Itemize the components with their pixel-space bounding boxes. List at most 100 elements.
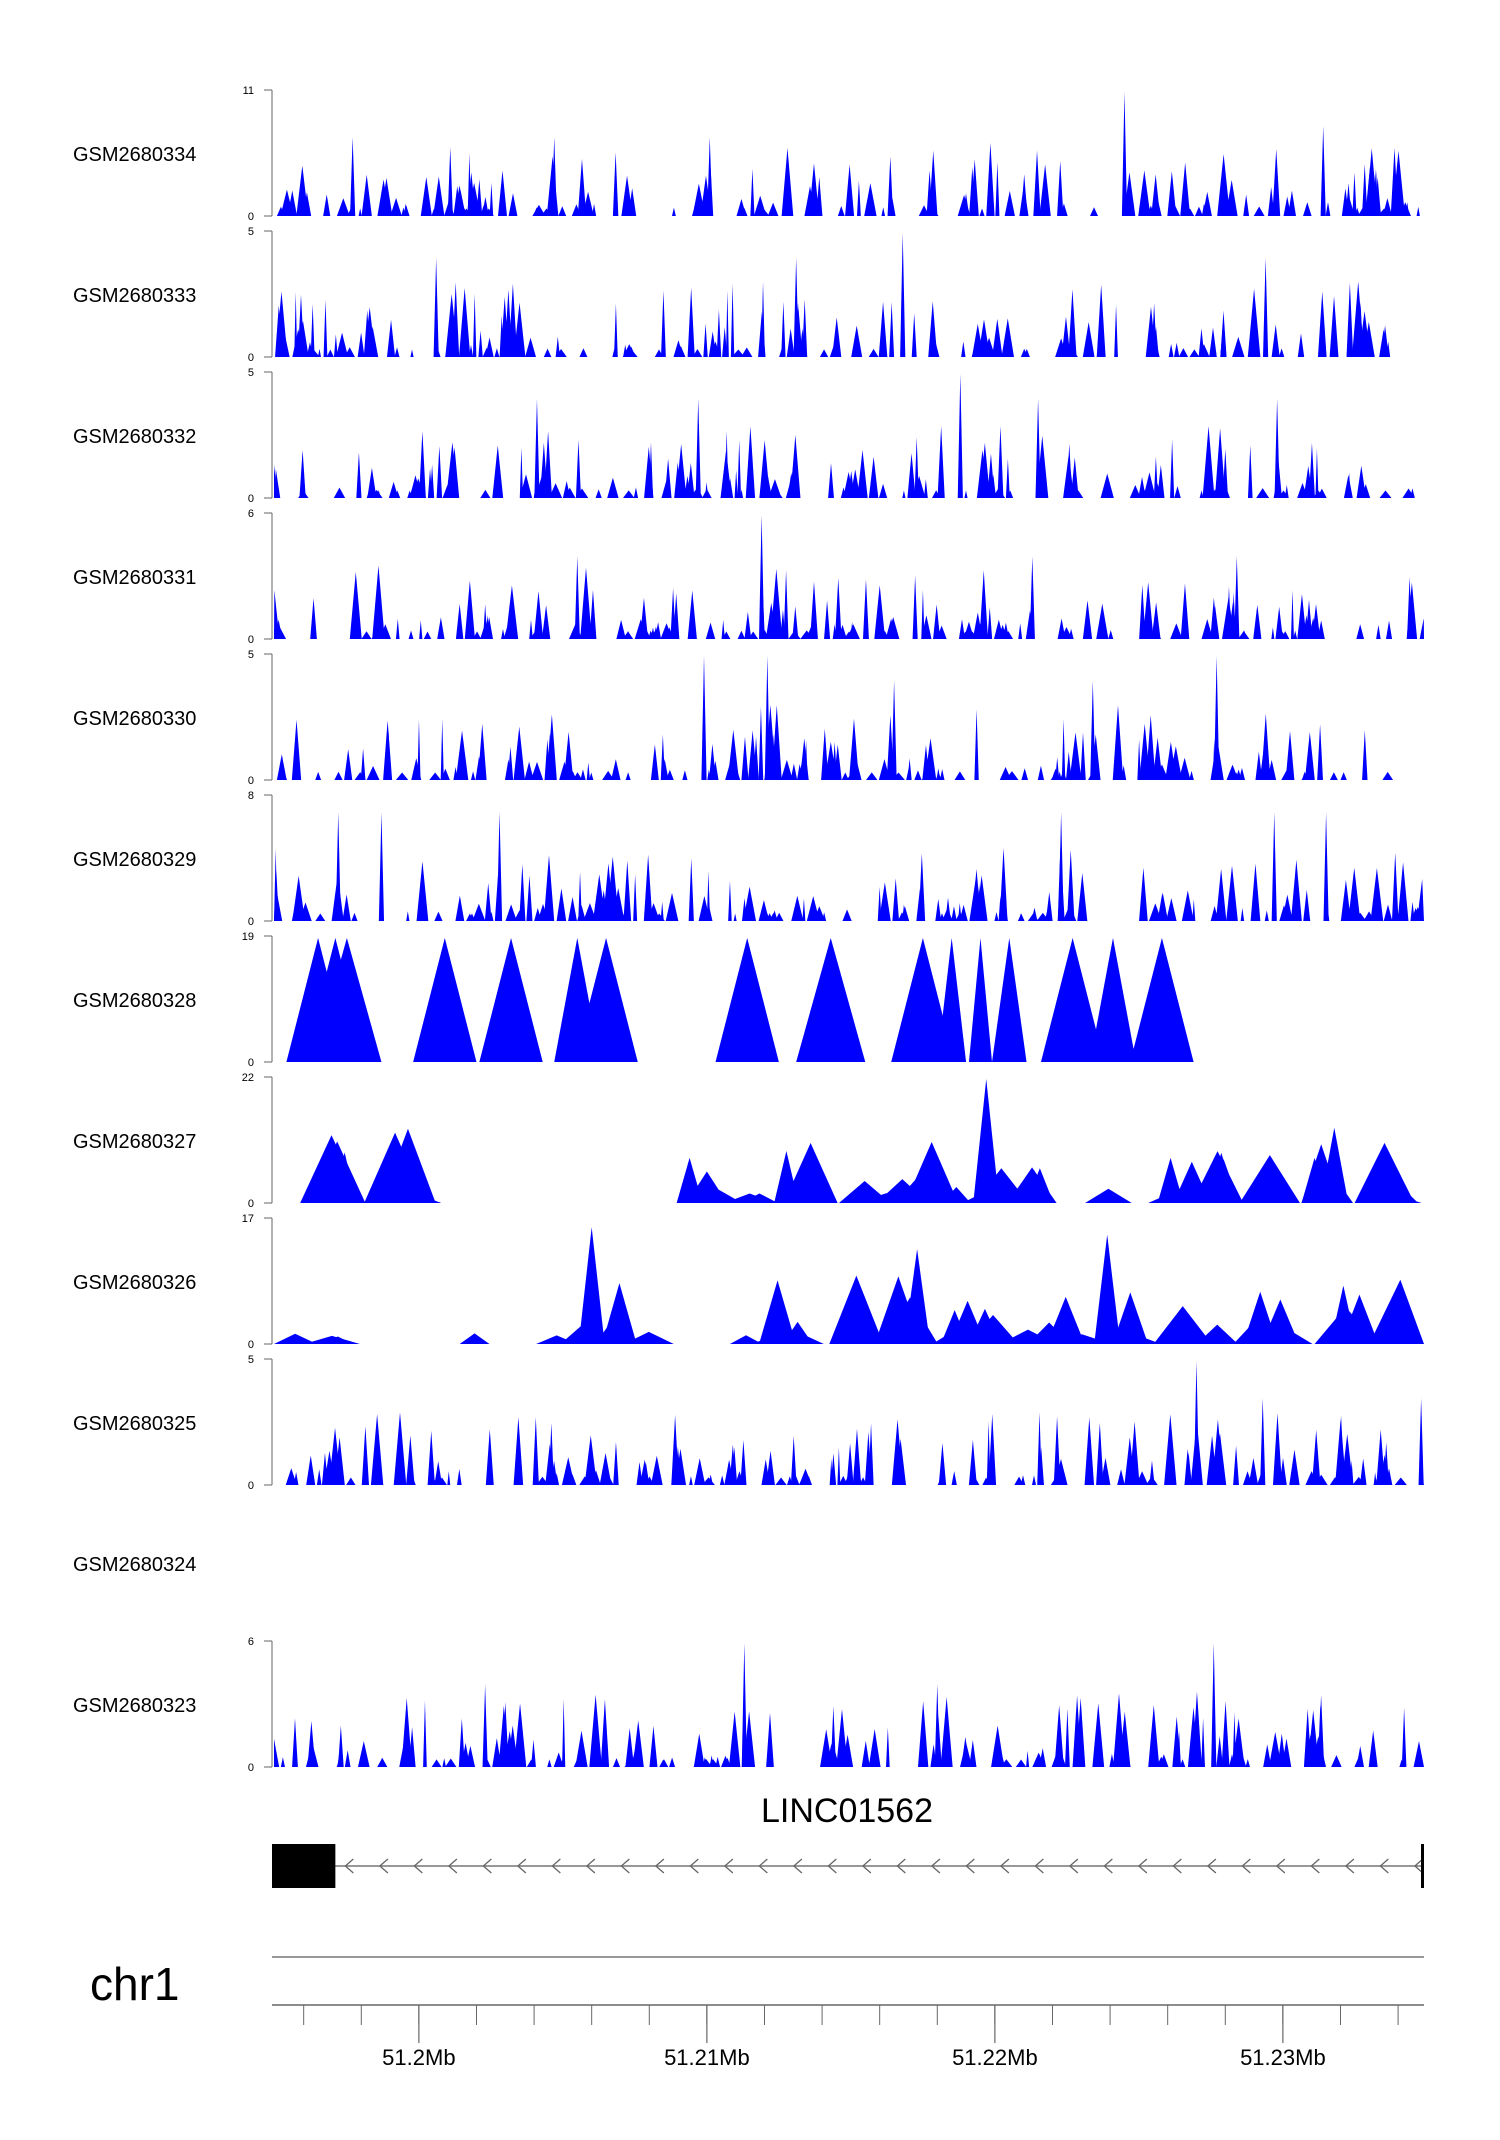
signal-peak	[1243, 1291, 1278, 1344]
signal-peak	[434, 1461, 443, 1485]
signal-peak	[280, 1757, 285, 1767]
signal-peak	[741, 1643, 747, 1767]
signal-peak	[660, 623, 673, 639]
signal-peak	[1330, 1285, 1357, 1344]
y-axis-min-label: 0	[248, 634, 254, 646]
strand-arrow	[378, 1858, 389, 1874]
signal-peak	[757, 208, 770, 216]
signal-peak	[1143, 472, 1156, 498]
signal-peak	[419, 620, 423, 639]
signal-peak	[744, 611, 752, 639]
signal-peak	[1073, 490, 1084, 498]
signal-peak	[366, 484, 376, 498]
signal-peak	[1037, 765, 1045, 780]
track-GSM2680329: GSM2680329 8 0	[73, 790, 1424, 928]
signal-peak	[951, 906, 957, 921]
signal-peak	[1180, 162, 1191, 216]
signal-peak	[344, 1750, 351, 1767]
signal-peak	[1178, 757, 1191, 780]
signal-peak	[1185, 1452, 1192, 1485]
signal-peak	[558, 206, 567, 216]
signal-peak	[868, 1729, 881, 1767]
signal-peak	[799, 738, 809, 780]
signal-peak	[722, 327, 728, 357]
signal-peak	[1211, 1643, 1217, 1767]
strand-arrow	[758, 1858, 768, 1874]
signal-peak	[792, 606, 799, 639]
signal-peak	[1100, 473, 1114, 498]
signal-peak	[900, 233, 906, 357]
signal-peak	[395, 618, 400, 639]
signal-peak	[665, 911, 675, 921]
signal-peak	[316, 1469, 322, 1485]
signal-peak	[1119, 1711, 1131, 1767]
signal-peak	[1382, 771, 1394, 780]
signal-peak	[625, 772, 631, 780]
signal-peak	[861, 1740, 870, 1767]
signal-peak	[1341, 1433, 1354, 1485]
signal-peak	[1060, 203, 1068, 216]
signal-peak	[612, 912, 619, 921]
signal-peak	[805, 1476, 812, 1485]
signal-peak	[703, 323, 708, 357]
signal-peak	[1315, 448, 1319, 498]
signal-peak	[1020, 174, 1028, 216]
signal-peak	[1031, 1475, 1037, 1485]
signal-peak	[350, 137, 356, 216]
signal-peak	[1376, 1429, 1386, 1485]
signal-peak	[275, 305, 283, 357]
signal-peak	[1370, 867, 1384, 921]
signal-peak	[1189, 770, 1194, 780]
signal-peak	[423, 631, 432, 639]
signal-peak	[868, 456, 879, 498]
signal-peak	[519, 864, 526, 921]
signal-peak	[1139, 867, 1148, 921]
signal-peak	[940, 1697, 953, 1767]
signal-peak	[310, 1157, 337, 1203]
strand-arrow	[1103, 1858, 1113, 1874]
signal-peak	[370, 1414, 384, 1485]
signal-peak	[622, 631, 634, 639]
signal-peak	[455, 730, 469, 780]
y-axis-min-label: 0	[248, 916, 254, 928]
signal-peak	[472, 631, 482, 639]
signal-peak	[514, 910, 526, 921]
signal-peak	[479, 938, 543, 1062]
signal-peak	[729, 1335, 763, 1344]
signal-peak	[1391, 852, 1399, 921]
signal-peak	[579, 1476, 591, 1485]
signal-peak	[1135, 1471, 1149, 1485]
signal-peak	[1035, 398, 1041, 498]
signal-peak	[388, 1193, 442, 1203]
signal-peak	[692, 349, 703, 357]
signal-peak	[1379, 490, 1392, 498]
signal-peak	[1253, 206, 1265, 216]
track-GSM2680324: GSM2680324	[73, 1554, 196, 1576]
signal-peak	[564, 487, 576, 498]
signal-peak	[1365, 166, 1375, 216]
y-axis-min-label: 0	[248, 1480, 254, 1492]
signal-peak	[782, 1321, 813, 1344]
strand-arrow	[654, 1858, 665, 1874]
signal-peak	[1066, 476, 1074, 498]
signal-peak	[729, 1444, 737, 1485]
signal-peak	[878, 882, 891, 921]
signal-peak	[649, 1725, 658, 1767]
signal-peak	[346, 1477, 356, 1485]
signal-peak	[1275, 606, 1283, 639]
signal-peak	[559, 761, 570, 780]
signal-peak	[349, 571, 362, 639]
signal-peak	[727, 729, 739, 780]
signal-peak	[715, 938, 779, 1062]
signal-peak	[918, 205, 930, 216]
signal-peak	[339, 1464, 343, 1485]
signal-peak	[544, 630, 551, 639]
signal-peak	[1240, 630, 1248, 639]
signal-peak	[737, 630, 746, 639]
signal-peak	[942, 1186, 971, 1203]
signal-peak	[616, 619, 626, 639]
strand-arrow	[482, 1858, 492, 1874]
signal-peak	[361, 174, 372, 216]
y-axis-max-label: 6	[248, 1636, 254, 1648]
signal-peak	[1199, 490, 1204, 498]
